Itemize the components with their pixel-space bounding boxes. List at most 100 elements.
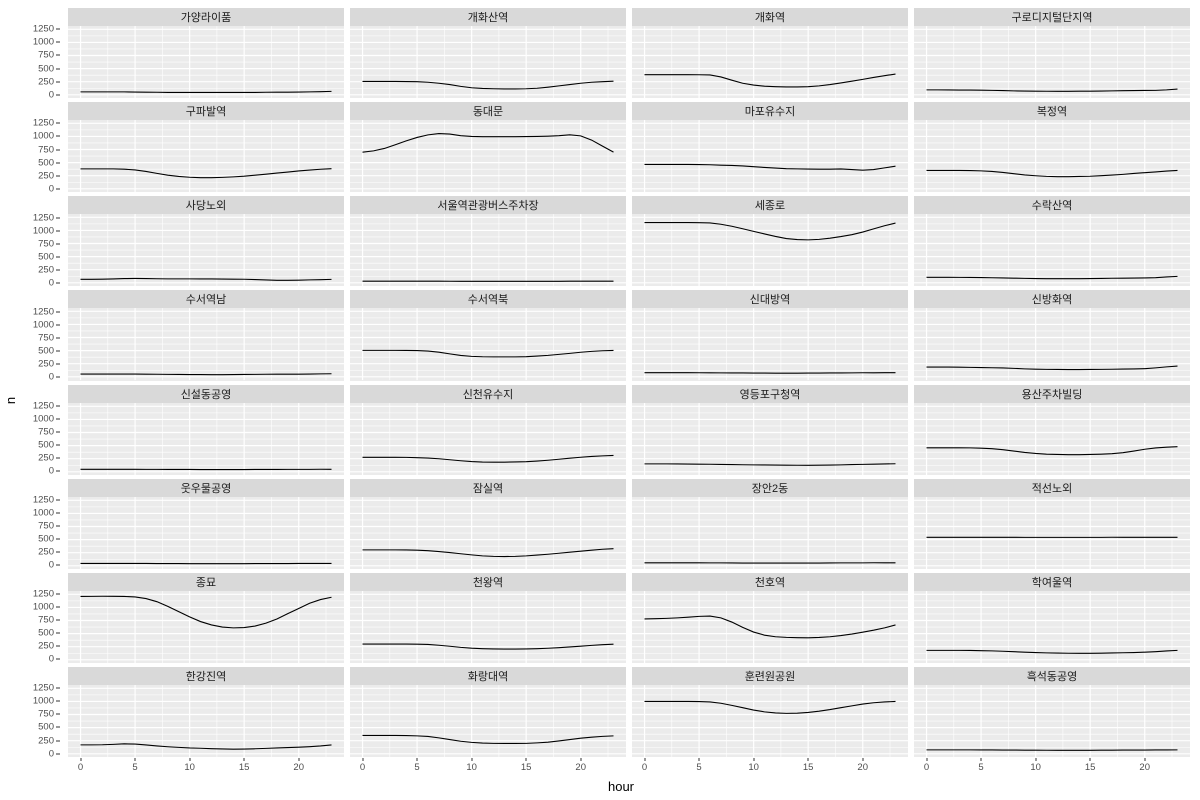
data-line: [362, 643, 614, 650]
facet-panel: [68, 120, 344, 193]
facet-18: 신천유수지: [350, 384, 626, 475]
facet-title: 영등포구청역: [632, 384, 908, 403]
facet-plot-svg: [68, 308, 344, 381]
y-tick-mark: [56, 632, 60, 634]
facet-29: 한강진역: [68, 666, 344, 757]
y-tick-label: 250: [38, 264, 54, 276]
y-tick-label: 0: [48, 559, 54, 571]
y-tick-mark: [56, 457, 60, 459]
data-line: [80, 168, 332, 179]
y-tick-mark: [56, 525, 60, 527]
facet-title: 화랑대역: [350, 666, 626, 685]
facet-21: 웃우물공영: [68, 478, 344, 569]
x-tick-mark: [471, 758, 473, 761]
x-tick-label: 20: [1139, 762, 1151, 773]
facet-title: 세종로: [632, 196, 908, 215]
facet-plot-svg: [68, 26, 344, 99]
facet-plot-svg: [632, 26, 908, 99]
facet-panel: [350, 26, 626, 99]
facet-plot-svg: [350, 308, 626, 381]
x-axis-labels-col-2: 0 5 10 15 20: [350, 758, 626, 776]
y-tick-label: 500: [38, 63, 54, 75]
y-tick-label: 250: [38, 76, 54, 88]
y-axis-labels-row-6: 0 250 500 750 1000 1250: [22, 479, 62, 571]
y-axis-labels-row-2: 0 250 500 750 1000 1250: [22, 102, 62, 194]
y-tick-mark: [56, 256, 60, 258]
data-line: [644, 164, 896, 171]
y-axis-label-area: 0 250 500 750 1000 1250: [22, 494, 62, 571]
data-line: [926, 88, 1178, 92]
facet-7: 마포유수지: [632, 102, 908, 193]
y-tick-label: 0: [48, 277, 54, 289]
facet-1: 가양라이품: [68, 8, 344, 99]
facet-plot-svg: [914, 120, 1190, 193]
facet-title: 복정역: [914, 102, 1190, 121]
y-axis-labels-row-8: 0 250 500 750 1000 1250: [22, 667, 62, 759]
y-tick-mark: [56, 645, 60, 647]
y-axis-title: n: [3, 396, 19, 404]
x-axis-corner-spacer: [22, 758, 62, 776]
y-tick-label: 0: [48, 371, 54, 383]
y-axis-labels-row-7: 0 250 500 750 1000 1250: [22, 573, 62, 665]
y-tick-mark: [56, 282, 60, 284]
y-axis-label-area: 0 250 500 750 1000 1250: [22, 118, 62, 194]
facet-30: 화랑대역: [350, 666, 626, 757]
facet-title: 수서역북: [350, 290, 626, 309]
facet-plot-svg: [350, 496, 626, 569]
y-tick-label: 500: [38, 533, 54, 545]
x-tick-mark: [698, 758, 700, 761]
y-tick-label: 750: [38, 238, 54, 250]
x-tick-mark: [525, 758, 527, 761]
data-line: [362, 80, 614, 90]
y-tick-label: 250: [38, 170, 54, 182]
y-tick-mark: [56, 311, 60, 313]
facet-plot-svg: [632, 684, 908, 757]
y-tick-mark: [56, 551, 60, 553]
x-tick-label: 0: [77, 762, 84, 773]
facet-panel: [68, 496, 344, 569]
y-tick-label: 500: [38, 251, 54, 263]
facet-panel: [350, 496, 626, 569]
x-tick-label: 20: [293, 762, 305, 773]
facet-panel: [914, 590, 1190, 663]
x-tick-mark: [134, 758, 136, 761]
facet-plot-svg: [914, 308, 1190, 381]
y-tick-label: 750: [38, 49, 54, 61]
facet-3: 개화역: [632, 8, 908, 99]
data-line: [644, 615, 896, 639]
y-axis-label-area: 0 250 500 750 1000 1250: [22, 683, 62, 759]
y-tick-label: 250: [38, 640, 54, 652]
facet-title: 구로디지털단지역: [914, 8, 1190, 26]
y-axis-labels-row-3: 0 250 500 750 1000 1250: [22, 196, 62, 289]
facet-title: 적선노외: [914, 478, 1190, 497]
y-tick-mark: [56, 68, 60, 70]
y-tick-mark: [56, 162, 60, 164]
data-line: [644, 73, 896, 88]
y-tick-label: 1000: [32, 507, 54, 519]
x-tick-mark: [1089, 758, 1091, 761]
facet-panel: [632, 308, 908, 381]
y-axis-title-column: n: [0, 0, 22, 800]
facet-12: 수락산역: [914, 196, 1190, 287]
facet-grid: 0 250 500 750 1000 1250 가양라이품 개화산역 개화역 구로디지털단지역 0 2…: [22, 8, 1190, 759]
x-tick-mark: [807, 758, 809, 761]
facet-panel: [914, 120, 1190, 193]
facet-panel: [68, 308, 344, 381]
facet-panel: [350, 402, 626, 475]
facet-10: 서울역관광버스주차장: [350, 196, 626, 287]
y-tick-label: 750: [38, 520, 54, 532]
facet-title: 흑석동공영: [914, 666, 1190, 685]
facet-title: 개화역: [632, 8, 908, 26]
facet-panel: [632, 214, 908, 287]
y-tick-label: 500: [38, 157, 54, 169]
x-tick-mark: [243, 758, 245, 761]
y-tick-label: 500: [38, 345, 54, 357]
y-axis-label-area: 0 250 500 750 1000 1250: [22, 589, 62, 665]
facet-plot-svg: [914, 402, 1190, 475]
x-tick-mark: [862, 758, 864, 761]
facet-panel: [68, 214, 344, 287]
facet-23: 장안2동: [632, 478, 908, 569]
facet-plot-svg: [350, 684, 626, 757]
facet-16: 신방화역: [914, 290, 1190, 381]
facet-14: 수서역북: [350, 290, 626, 381]
